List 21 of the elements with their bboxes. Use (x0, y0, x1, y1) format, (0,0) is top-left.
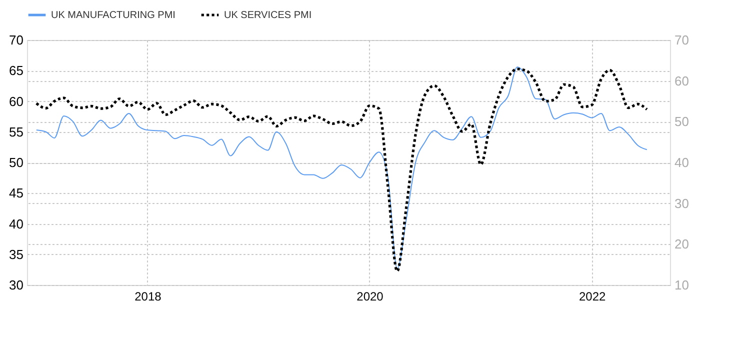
y2-tick-label: 70 (674, 32, 689, 48)
y2-tick-label: 40 (674, 155, 689, 170)
y-tick-label: 45 (9, 186, 24, 201)
y2-tick-label: 60 (674, 73, 689, 88)
y2-tick-label: 30 (674, 196, 689, 211)
y-tick-label: 50 (9, 155, 24, 170)
y-tick-label: 35 (9, 246, 24, 262)
y-tick-label: 30 (9, 278, 24, 292)
x-tick-label: 2018 (134, 290, 162, 304)
y2-tick-label: 50 (674, 114, 689, 130)
y-tick-label: 70 (9, 32, 24, 48)
y2-tick-label: 20 (674, 236, 689, 252)
y2-tick-label: 10 (674, 278, 689, 292)
legend-label: UK MANUFACTURING PMI (51, 10, 176, 21)
legend-label: UK SERVICES PMI (224, 10, 312, 21)
y-tick-label: 60 (9, 94, 24, 109)
y-tick-label: 65 (9, 63, 24, 78)
x-tick-label: 2022 (578, 290, 606, 304)
x-tick-label: 2020 (356, 290, 384, 304)
y-tick-label: 40 (9, 216, 24, 232)
y-tick-label: 55 (9, 124, 24, 140)
